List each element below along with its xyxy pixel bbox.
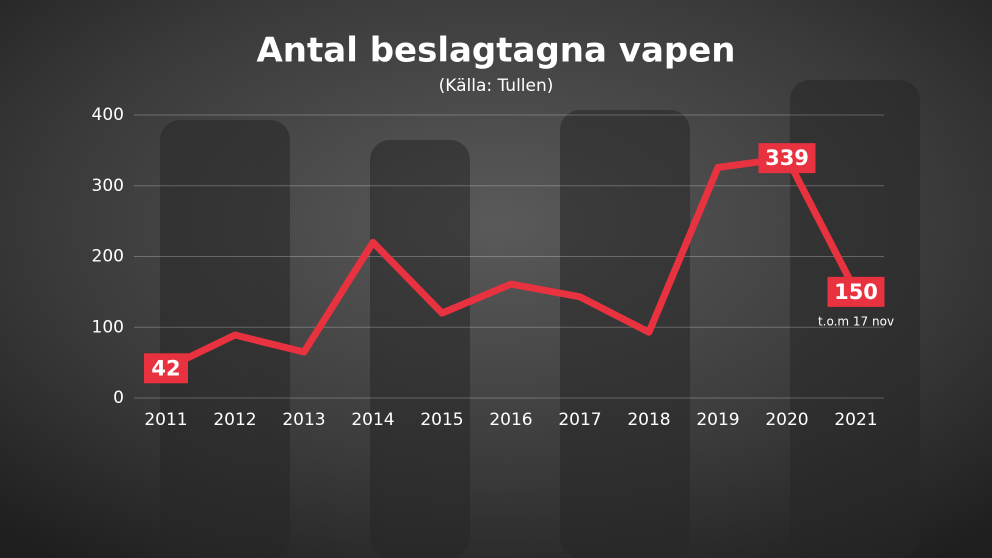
x-tick-label: 2018 xyxy=(627,410,670,430)
y-tick-label: 300 xyxy=(92,176,124,196)
chart-subtitle: (Källa: Tullen) xyxy=(439,76,554,96)
x-tick-label: 2020 xyxy=(765,410,808,430)
value-label-box xyxy=(827,276,885,307)
x-tick-label: 2019 xyxy=(696,410,739,430)
x-tick-label: 2012 xyxy=(213,410,256,430)
value-label: 339 xyxy=(765,146,809,170)
x-tick-label: 2021 xyxy=(834,410,877,430)
y-tick-label: 400 xyxy=(92,105,124,125)
value-label: 150 xyxy=(834,280,878,304)
note: t.o.m 17 nov xyxy=(818,314,894,328)
x-tick-label: 2016 xyxy=(489,410,532,430)
chart-title: Antal beslagtagna vapen xyxy=(256,31,735,71)
x-tick-label: 2013 xyxy=(282,410,325,430)
value-label-box xyxy=(758,143,816,174)
y-tick-label: 100 xyxy=(92,317,124,337)
x-tick-label: 2015 xyxy=(420,410,463,430)
value-label-box xyxy=(144,353,188,384)
y-tick-label: 0 xyxy=(113,388,124,408)
x-tick-label: 2011 xyxy=(144,410,187,430)
line xyxy=(164,154,860,372)
value-label: 42 xyxy=(151,356,180,380)
y-tick-label: 200 xyxy=(92,247,124,267)
x-tick-label: 2017 xyxy=(558,410,601,430)
x-tick-label: 2014 xyxy=(351,410,394,430)
